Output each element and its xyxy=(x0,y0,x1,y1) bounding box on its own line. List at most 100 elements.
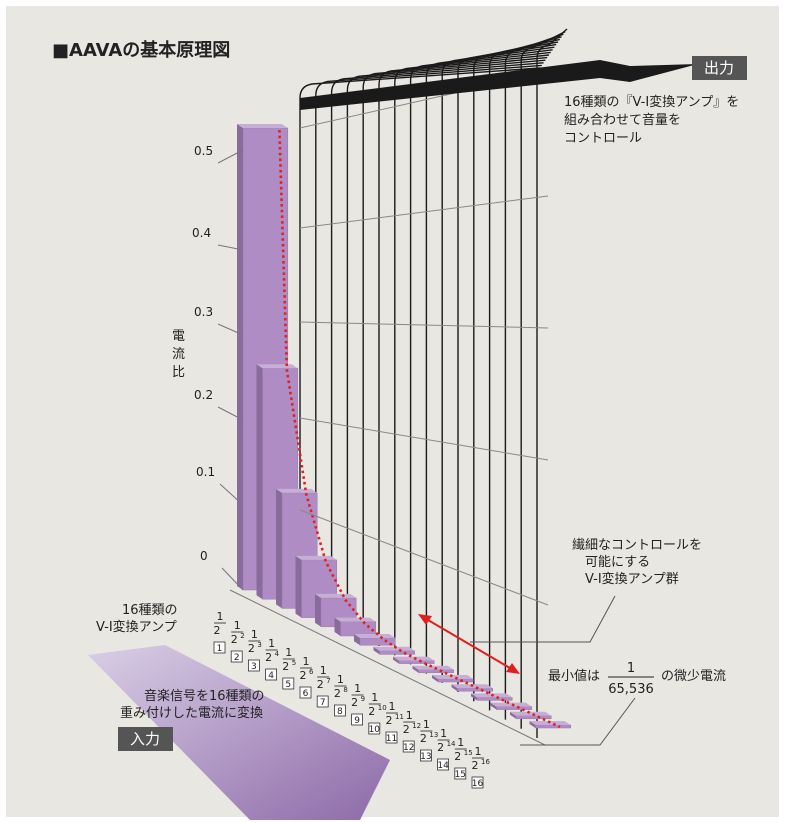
fraction-denominator: 2 xyxy=(420,732,427,745)
floor-line xyxy=(229,589,546,746)
output-note-line-1: 16種類の『V-I変換アンプ』を xyxy=(564,94,739,110)
amp-index-label: 16 xyxy=(472,779,484,789)
fraction-denominator: 2 xyxy=(300,669,307,682)
bar-side xyxy=(373,646,380,655)
y-tick-label: 0.5 xyxy=(194,144,213,158)
halving-curve xyxy=(278,129,561,729)
min-value-prefix: 最小値は xyxy=(548,668,600,684)
y-axis-label-3: 比 xyxy=(172,365,185,380)
bar-top xyxy=(334,617,376,622)
bar-top xyxy=(393,656,435,661)
bar xyxy=(379,650,415,655)
output-wire xyxy=(441,43,557,683)
y-axis-label-1: 電 xyxy=(172,329,185,344)
fraction-exponent: 10 xyxy=(378,704,387,712)
amp-index-box xyxy=(471,776,484,789)
fraction-numerator: 1 xyxy=(234,619,241,632)
fraction-exponent: 5 xyxy=(292,659,296,667)
fraction-exponent: 12 xyxy=(412,722,421,730)
amp-index-label: 7 xyxy=(320,698,326,708)
fraction-denominator: 2 xyxy=(437,741,444,754)
fraction-exponent: 13 xyxy=(429,731,438,739)
fraction-numerator: 1 xyxy=(440,727,447,740)
amp-index-box xyxy=(437,758,450,771)
fraction-denominator: 2 xyxy=(248,642,255,655)
amp-index-box xyxy=(454,767,467,780)
amp-types-label-line-1: 16種類の xyxy=(122,602,178,618)
bar-top xyxy=(295,555,337,560)
output-note-line-2: 組み合わせて音量を xyxy=(564,112,681,128)
fraction-label: 12 9 xyxy=(351,682,365,709)
output-note-line-3: コントロール xyxy=(564,131,642,146)
fraction-numerator: 1 xyxy=(371,691,378,704)
bar-top xyxy=(490,702,532,707)
output-wire xyxy=(536,28,568,738)
output-wire xyxy=(299,67,541,600)
bar xyxy=(496,706,532,710)
bar-top xyxy=(373,646,415,651)
output-wire xyxy=(362,56,548,637)
input-note-line-1: 音楽信号を16種類の xyxy=(144,688,265,704)
amp-index-box xyxy=(282,677,295,690)
fraction-denominator: 2 xyxy=(214,624,221,637)
output-wire xyxy=(330,62,544,619)
amp-index-label: 13 xyxy=(420,752,431,762)
bar-top xyxy=(315,593,357,598)
output-label: 出力 xyxy=(704,59,734,77)
y-tick-line xyxy=(217,149,244,164)
amp-group-note-line-1: 繊細なコントロールを xyxy=(572,537,702,553)
bar xyxy=(437,678,474,683)
output-arrow xyxy=(300,60,698,110)
amp-types-label-line-2: V-I変換アンプ xyxy=(96,619,177,635)
amp-index-box xyxy=(351,713,364,726)
amp-index-box xyxy=(368,722,381,735)
input-note-line-2: 重み付けした電流に変換 xyxy=(120,705,263,721)
fraction-numerator: 1 xyxy=(320,664,327,677)
fraction-label: 12 xyxy=(214,610,226,637)
bar xyxy=(476,697,513,701)
bar-side xyxy=(529,721,536,728)
y-tick-line xyxy=(217,244,244,251)
fraction-denominator: 2 xyxy=(403,723,410,736)
fraction-label: 12 15 xyxy=(454,736,472,763)
fraction-exponent: 4 xyxy=(275,650,280,658)
fraction-numerator: 1 xyxy=(389,700,396,713)
output-wire xyxy=(425,46,555,674)
bar-side xyxy=(354,633,360,646)
bar-top xyxy=(237,124,288,128)
input-label-box xyxy=(118,727,173,751)
bar-side xyxy=(276,488,282,609)
bar-top xyxy=(276,488,318,493)
amp-index-label: 15 xyxy=(455,770,466,780)
output-wire xyxy=(473,38,560,702)
y-tick-label: 0.4 xyxy=(192,226,211,240)
bar-side xyxy=(432,675,438,682)
bar-side xyxy=(256,364,263,600)
bar-top xyxy=(432,675,474,679)
fraction-numerator: 1 xyxy=(285,646,292,659)
fraction-label: 12 7 xyxy=(317,664,331,691)
fraction-numerator: 1 xyxy=(354,682,361,695)
fraction-denominator: 2 xyxy=(351,696,358,709)
amp-index-box xyxy=(265,668,278,681)
amp-index-label: 6 xyxy=(303,689,309,699)
fraction-exponent: 15 xyxy=(464,749,473,757)
output-wire xyxy=(346,59,546,628)
amp-group-note-line-2: 可能にする xyxy=(585,555,650,570)
fraction-numerator: 1 xyxy=(423,718,430,731)
fraction-numerator: 1 xyxy=(217,610,224,623)
page-title: ■AAVAの基本原理図 xyxy=(52,39,230,61)
fraction-label: 12 12 xyxy=(403,709,421,736)
bar-side xyxy=(237,124,243,590)
fraction-label: 12 8 xyxy=(334,673,348,700)
fraction-numerator: 1 xyxy=(251,628,258,641)
fraction-denominator: 2 xyxy=(386,714,393,727)
fraction-numerator: 1 xyxy=(303,655,310,668)
amp-index-label: 5 xyxy=(285,680,291,690)
amp-index-label: 11 xyxy=(386,734,397,744)
amp-index-label: 8 xyxy=(337,707,343,717)
input-label: 入力 xyxy=(130,730,160,748)
amp-group-leader xyxy=(470,595,616,643)
fraction-label: 12 13 xyxy=(420,718,438,745)
